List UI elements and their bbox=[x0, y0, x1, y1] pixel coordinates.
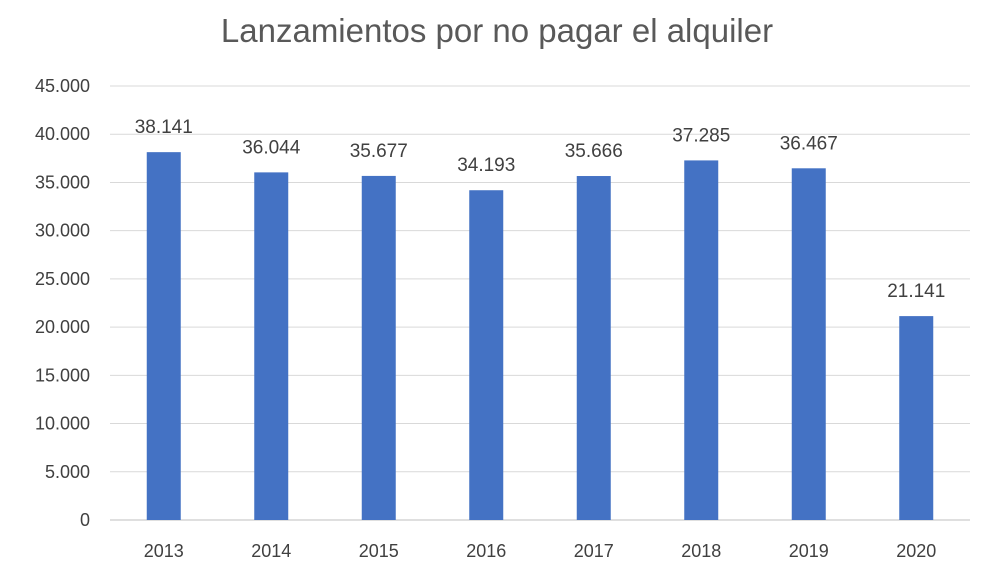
x-tick-label: 2020 bbox=[896, 541, 936, 561]
x-tick-label: 2013 bbox=[144, 541, 184, 561]
y-tick-label: 35.000 bbox=[35, 172, 90, 192]
bars bbox=[146, 152, 934, 520]
y-tick-label: 30.000 bbox=[35, 221, 90, 241]
y-tick-label: 25.000 bbox=[35, 269, 90, 289]
data-labels: 38.141 36.044 35.677 34.193 35.666 37.285 36.4… bbox=[135, 117, 946, 302]
y-axis-ticks: 0 5.000 10.000 15.000 20.000 25.000 30.000 35.0… bbox=[35, 76, 90, 530]
bar-2015 bbox=[361, 175, 396, 520]
x-tick-label: 2018 bbox=[681, 541, 721, 561]
data-label-2019: 36.467 bbox=[780, 133, 838, 154]
bar-2018 bbox=[684, 160, 719, 520]
y-tick-label: 5.000 bbox=[45, 462, 90, 482]
x-tick-label: 2014 bbox=[251, 541, 291, 561]
x-tick-label: 2017 bbox=[574, 541, 614, 561]
data-label-2015: 35.677 bbox=[350, 141, 408, 162]
bar-2017 bbox=[576, 176, 611, 520]
data-label-2017: 35.666 bbox=[565, 141, 623, 162]
y-tick-label: 20.000 bbox=[35, 317, 90, 337]
bar-2019 bbox=[791, 168, 826, 520]
y-tick-label: 45.000 bbox=[35, 76, 90, 96]
x-tick-label: 2019 bbox=[789, 541, 829, 561]
chart-title: Lanzamientos por no pagar el alquiler bbox=[221, 12, 773, 49]
y-tick-label: 0 bbox=[80, 510, 90, 530]
y-tick-label: 10.000 bbox=[35, 414, 90, 434]
data-label-2013: 38.141 bbox=[135, 117, 193, 138]
bar-2013 bbox=[146, 152, 181, 520]
bar-2020 bbox=[899, 316, 934, 520]
x-tick-label: 2016 bbox=[466, 541, 506, 561]
data-label-2014: 36.044 bbox=[242, 137, 301, 158]
x-tick-label: 2015 bbox=[359, 541, 399, 561]
x-axis-ticks: 2013 2014 2015 2016 2017 2018 2019 2020 bbox=[144, 541, 937, 561]
data-label-2016: 34.193 bbox=[457, 155, 515, 176]
y-tick-label: 40.000 bbox=[35, 124, 90, 144]
gridlines bbox=[110, 85, 970, 521]
bar-2016 bbox=[469, 190, 504, 520]
bar-2014 bbox=[254, 172, 289, 520]
data-label-2018: 37.285 bbox=[672, 125, 730, 146]
data-label-2020: 21.141 bbox=[887, 281, 945, 302]
y-tick-label: 15.000 bbox=[35, 365, 90, 385]
